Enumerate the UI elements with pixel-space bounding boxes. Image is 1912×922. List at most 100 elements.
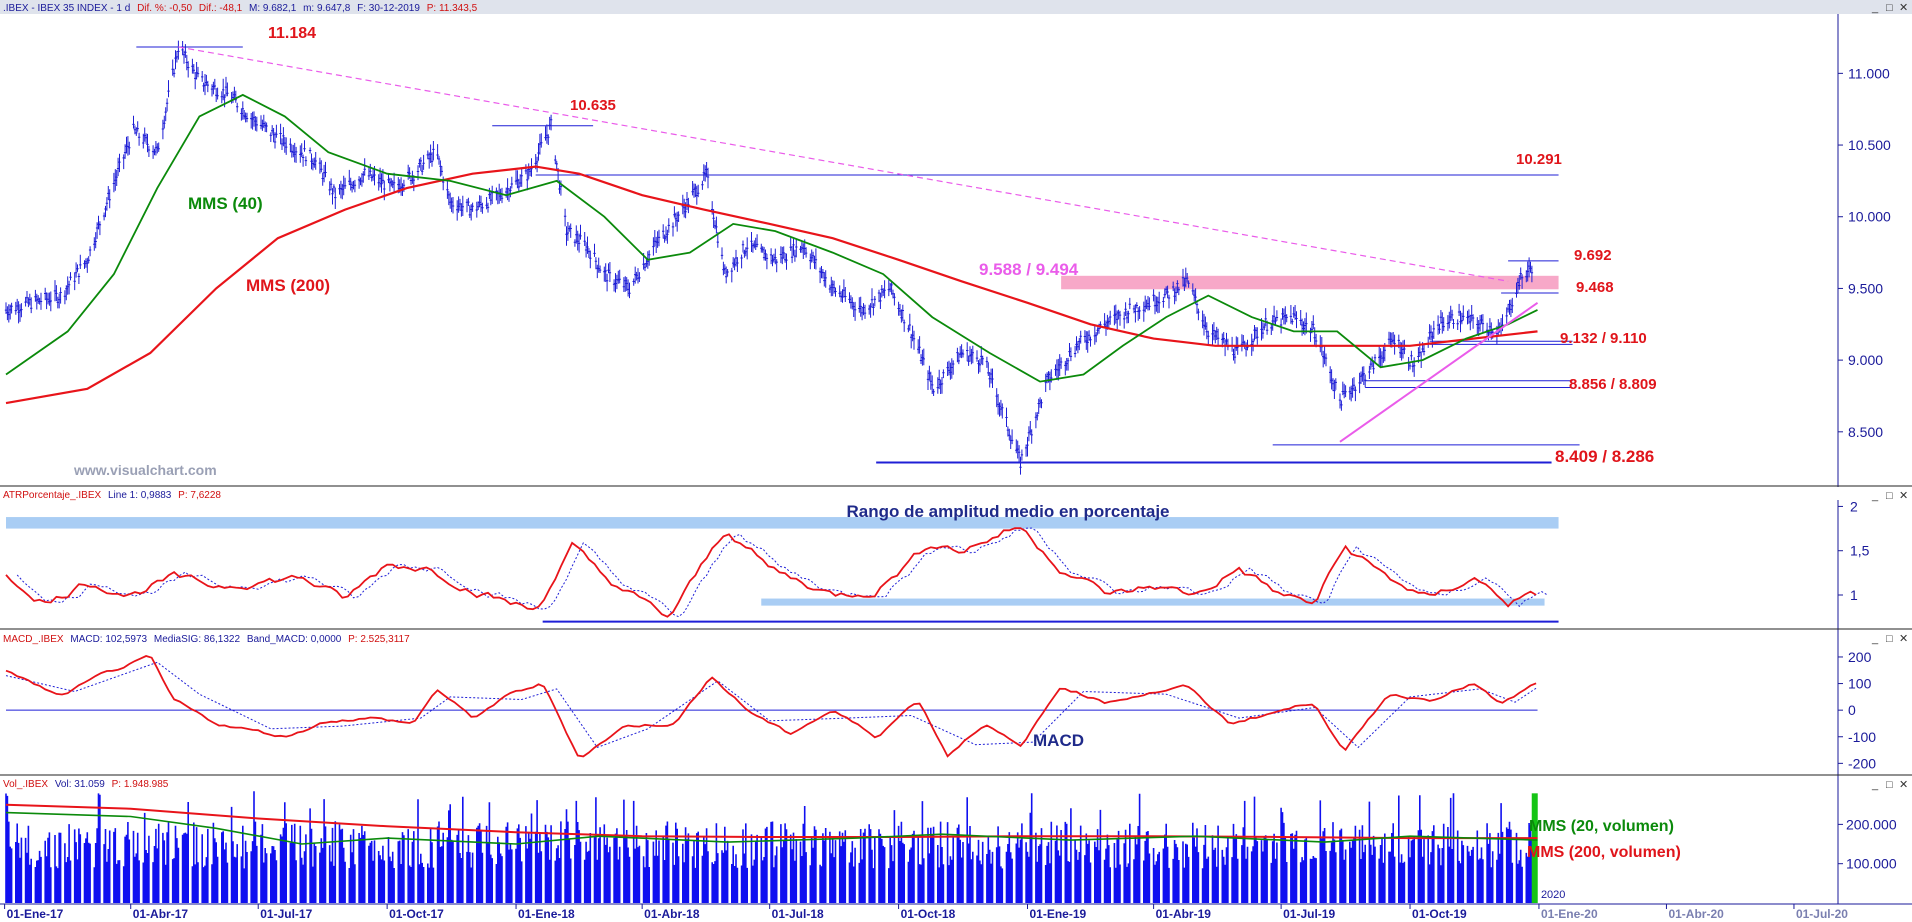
- close-button[interactable]: ✕: [1899, 2, 1908, 14]
- volume-minimize-button[interactable]: _: [1871, 779, 1879, 791]
- label-level-8856: 8.856 / 8.809: [1569, 376, 1657, 393]
- atr-minimize-button[interactable]: _: [1871, 490, 1879, 502]
- price-panel-header-bar: [0, 0, 1912, 14]
- price-header-p: P: 11.343,5: [427, 3, 478, 14]
- atr-close-button[interactable]: ✕: [1899, 490, 1908, 502]
- label-volume-mms20: MMS (20, volumen): [1529, 818, 1674, 835]
- macd-y-ticks: 200 100 0 -100 -200: [1838, 649, 1876, 771]
- macd-line: [5, 655, 1537, 758]
- x-tick-label: 01-Ene-20: [1541, 907, 1598, 921]
- price-tick-label: 10.500: [1848, 137, 1891, 153]
- macd-tick-label: 100: [1848, 676, 1872, 692]
- price-annotations: 11.184 10.635 10.291 9.588 / 9.494 9.692…: [188, 25, 1657, 466]
- year-marker: 2020: [1541, 889, 1565, 901]
- mms200-line: [5, 165, 1538, 405]
- atr-zone-band: [761, 598, 1545, 606]
- x-tick-label: 01-Abr-19: [1156, 907, 1212, 921]
- atr-plot: [5, 517, 1559, 623]
- x-tick-label: 01-Oct-19: [1412, 907, 1467, 921]
- label-level-9468: 9.468: [1576, 279, 1614, 296]
- price-series: [4, 40, 1534, 475]
- atr-y-ticks: 21,51: [1838, 498, 1870, 603]
- atr-title: Rango de amplitud medio en porcentaje: [846, 502, 1169, 521]
- x-tick-label: 01-Ene-18: [518, 907, 575, 921]
- label-level-9692: 9.692: [1574, 247, 1612, 264]
- volume-y-ticks: 200.000 100.000: [1838, 816, 1897, 872]
- price-tick-label: 11.000: [1848, 65, 1890, 81]
- price-tick-label: 9.000: [1848, 352, 1883, 368]
- minimize-button[interactable]: _: [1871, 2, 1879, 14]
- x-tick-label: 01-Jul-20: [1796, 907, 1848, 921]
- price-tick-label: 10.000: [1848, 209, 1891, 225]
- macd-tick-label: 200: [1848, 649, 1872, 665]
- label-volume-mms200: MMS (200, volumen): [1527, 844, 1681, 861]
- macd-header-p: P: 2.525,3117: [348, 634, 410, 645]
- price-header-dif-pct: Dif. %: -0,50: [137, 3, 192, 14]
- volume-window-controls: _ □ ✕: [1871, 779, 1908, 791]
- volume-close-button[interactable]: ✕: [1899, 779, 1908, 791]
- macd-close-button[interactable]: ✕: [1899, 633, 1908, 645]
- price-header-max: M: 9.682,1: [249, 3, 297, 14]
- price-bars: [4, 40, 1534, 475]
- volume-last-bar: [1531, 793, 1538, 903]
- atr-tick-label: 2: [1850, 498, 1858, 514]
- atr-header-name: ATRPorcentaje_.IBEX: [3, 490, 102, 501]
- macd-label: MACD: [1033, 731, 1084, 750]
- volume-maximize-button[interactable]: □: [1886, 779, 1893, 791]
- atr-tick-label: 1,5: [1850, 543, 1870, 559]
- label-mms40: MMS (40): [188, 194, 263, 213]
- macd-maximize-button[interactable]: □: [1886, 633, 1893, 645]
- mms40-line: [5, 93, 1538, 383]
- macd-signal-line: [5, 661, 1538, 749]
- x-tick-label: 01-Jul-17: [260, 907, 312, 921]
- bearish-trendline: [178, 46, 1509, 282]
- label-mms200: MMS (200): [246, 276, 330, 295]
- x-tick-label: 01-Abr-17: [133, 907, 189, 921]
- price-header-date: F: 30-12-2019: [357, 3, 420, 14]
- volume-tick-label: 100.000: [1846, 856, 1897, 872]
- x-tick-label: 01-Abr-18: [644, 907, 700, 921]
- atr-header-p: P: 7,6228: [178, 490, 221, 501]
- label-level-10291: 10.291: [1516, 151, 1562, 168]
- atr-window-controls: _ □ ✕: [1871, 490, 1908, 502]
- macd-header-band: Band_MACD: 0,0000: [247, 634, 342, 645]
- macd-minimize-button[interactable]: _: [1871, 633, 1879, 645]
- volume-tick-label: 200.000: [1846, 816, 1897, 832]
- x-tick-label: 01-Oct-18: [901, 907, 956, 921]
- atr-maximize-button[interactable]: □: [1886, 490, 1893, 502]
- macd-window-controls: _ □ ✕: [1871, 633, 1908, 645]
- macd-header-sig: MediaSIG: 86,1322: [154, 634, 241, 645]
- atr-zone-band: [6, 517, 1559, 529]
- label-pink-zone: 9.588 / 9.494: [979, 260, 1079, 279]
- macd-header-macd: MACD: 102,5973: [70, 634, 147, 645]
- label-high-2018: 10.635: [570, 97, 616, 114]
- bullish-trendline: [1339, 301, 1539, 443]
- price-y-ticks: 11.000 10.500 10.000 9.500 9.000 8.500: [1838, 65, 1891, 440]
- maximize-button[interactable]: □: [1886, 2, 1893, 14]
- x-axis: 01-Ene-17 01-Abr-17 01-Jul-17 01-Oct-17 01-E…: [4, 889, 1848, 921]
- atr-tick-label: 1: [1850, 587, 1858, 603]
- x-tick-label: 01-Jul-18: [772, 907, 824, 921]
- macd-tick-label: -200: [1848, 755, 1876, 771]
- atr-signal-line: [16, 527, 1548, 618]
- macd-tick-label: 0: [1848, 702, 1856, 718]
- price-tick-label: 8.500: [1848, 424, 1883, 440]
- price-zone-band: [1061, 275, 1559, 290]
- volume-plot: [5, 791, 1538, 903]
- price-panel-header: .IBEX - IBEX 35 INDEX - 1 d Dif. %: -0,5…: [3, 3, 478, 14]
- watermark: www.visualchart.com: [73, 462, 217, 478]
- volume-bars: [5, 791, 1533, 903]
- x-tick-label: 01-Ene-17: [7, 907, 64, 921]
- volume-mms20-line: [5, 811, 1538, 845]
- macd-panel-header: MACD_.IBEX MACD: 102,5973 MediaSIG: 86,1…: [3, 634, 410, 645]
- atr-panel-header-bar: [0, 487, 1912, 500]
- atr-header-line: Line 1: 0,9883: [108, 490, 172, 501]
- macd-plot: [5, 655, 1538, 758]
- volume-panel-header: Vol_.IBEX Vol: 31.059 P: 1.948.985: [3, 779, 169, 790]
- volume-header-vol: Vol: 31.059: [55, 779, 105, 790]
- label-level-8409: 8.409 / 8.286: [1555, 447, 1654, 466]
- macd-tick-label: -100: [1848, 729, 1876, 745]
- x-tick-label: 01-Abr-20: [1668, 907, 1724, 921]
